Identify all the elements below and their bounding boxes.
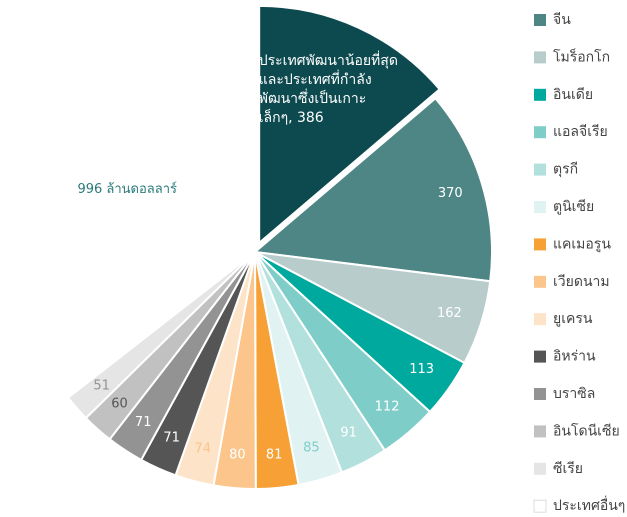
legend-swatch — [534, 163, 546, 176]
legend-label: ซีเรีย — [553, 461, 583, 477]
slice-label: 91 — [340, 426, 357, 441]
legend-label: แคเมอรูน — [553, 236, 611, 252]
legend-swatch — [534, 51, 546, 64]
legend-label: บราซิล — [553, 386, 595, 402]
legend-swatch — [534, 88, 546, 101]
slice-label: 51 — [93, 379, 110, 394]
legend-label: อิหร่าน — [553, 349, 596, 365]
legend-label: เวียดนาม — [553, 274, 610, 290]
legend-swatch — [534, 350, 546, 363]
legend-label: ยูเครน — [553, 311, 593, 327]
slice-label: 85 — [303, 440, 320, 455]
legend-swatch — [534, 425, 546, 438]
legend-label: แอลจีเรีย — [553, 124, 608, 140]
slice-label: 71 — [163, 430, 180, 445]
legend-swatch — [533, 499, 547, 513]
legend-swatch — [534, 275, 546, 288]
legend-label: จีน — [553, 12, 571, 28]
slice-label: 71 — [135, 415, 152, 430]
slice-label: 60 — [111, 397, 128, 412]
legend-swatch — [534, 313, 546, 326]
legend-swatch — [534, 201, 546, 213]
slice — [258, 4, 442, 246]
slice-label: ประเทศพัฒนาน้อยที่สุดและประเทศที่กำลังพั… — [258, 53, 398, 127]
slice-label: 370 — [438, 186, 463, 201]
slice-label: 81 — [266, 447, 283, 462]
legend-label: ตุรกี — [553, 162, 578, 178]
slice-label: 162 — [437, 306, 462, 321]
slice — [252, 96, 493, 283]
slice — [17, 13, 256, 400]
slice-label: 996 ล้านดอลลาร์ — [77, 181, 177, 197]
slice-label: 74 — [195, 442, 212, 457]
slice-label: 112 — [375, 400, 400, 415]
legend-label: อินเดีย — [553, 87, 593, 103]
legend-label: ประเทศอื่นๆ — [553, 496, 625, 514]
legend-swatch — [534, 462, 546, 475]
legend-swatch — [534, 238, 546, 251]
legend-label: ตูนิเซีย — [553, 199, 594, 215]
legend-label: อินโดนีเซีย — [553, 422, 620, 439]
slice-label: 113 — [409, 362, 434, 377]
legend-label: โมร็อกโก — [553, 47, 610, 65]
legend-swatch — [534, 388, 546, 400]
slice-label: 80 — [229, 448, 246, 463]
legend-swatch — [534, 126, 546, 139]
legend-swatch — [534, 14, 546, 26]
